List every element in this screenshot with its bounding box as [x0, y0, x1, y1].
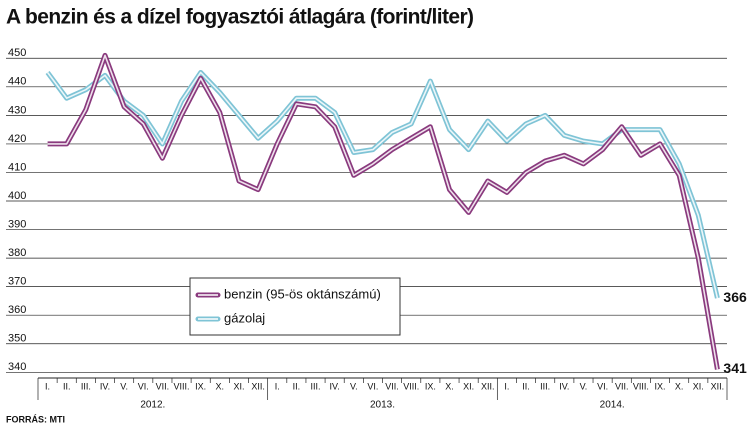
year-label: 2013.	[370, 400, 395, 411]
series-line	[45, 70, 720, 299]
x-tick-label: XII.	[481, 381, 495, 391]
x-tick-label: II.	[522, 381, 530, 391]
year-label: 2014.	[600, 400, 625, 411]
end-label: 366	[723, 289, 747, 305]
x-tick-label: III.	[311, 381, 321, 391]
x-tick-label: VII.	[615, 381, 629, 391]
x-tick-label: X.	[216, 381, 225, 391]
x-tick-label: IV.	[100, 381, 110, 391]
x-tick-label: IV.	[330, 381, 340, 391]
x-tick-label: VII.	[385, 381, 399, 391]
x-tick-label: III.	[81, 381, 91, 391]
x-tick-label: III.	[540, 381, 550, 391]
x-tick-label: IX.	[655, 381, 666, 391]
x-tick-label: XII.	[711, 381, 725, 391]
x-tick-label: V.	[580, 381, 588, 391]
y-tick-label: 390	[8, 218, 26, 230]
x-tick-label: XII.	[251, 381, 265, 391]
x-tick-label: II.	[293, 381, 301, 391]
x-tick-label: XI.	[693, 381, 704, 391]
x-tick-label: VIII.	[174, 381, 190, 391]
x-tick-label: X.	[675, 381, 684, 391]
x-tick-label: I.	[504, 381, 509, 391]
y-tick-label: 400	[8, 190, 26, 202]
y-tick-label: 380	[8, 247, 26, 259]
x-tick-label: VI.	[138, 381, 149, 391]
x-tick-label: VII.	[156, 381, 170, 391]
x-tick-label: VIII.	[633, 381, 649, 391]
y-tick-label: 430	[8, 104, 26, 116]
x-tick-label: VIII.	[403, 381, 419, 391]
year-label: 2012.	[140, 400, 165, 411]
x-tick-label: IX.	[195, 381, 206, 391]
legend-box	[189, 277, 401, 336]
x-tick-label: V.	[350, 381, 358, 391]
x-tick-label: II.	[63, 381, 71, 391]
x-tick-label: I.	[45, 381, 50, 391]
y-tick-label: 370	[8, 276, 26, 288]
x-tick-label: XI.	[233, 381, 244, 391]
y-tick-label: 410	[8, 161, 26, 173]
x-tick-label: VI.	[367, 381, 378, 391]
y-tick-label: 440	[8, 76, 26, 88]
x-tick-label: X.	[445, 381, 454, 391]
y-tick-label: 340	[8, 361, 26, 373]
x-tick-label: VI.	[597, 381, 608, 391]
y-tick-label: 350	[8, 333, 26, 345]
chart-title: A benzin és a dízel fogyasztói átlagára …	[6, 6, 473, 29]
legend-label: benzin (95-ös oktánszámú)	[224, 286, 381, 301]
x-tick-label: IV.	[559, 381, 569, 391]
y-tick-label: 450	[8, 47, 26, 59]
x-tick-label: I.	[275, 381, 280, 391]
legend-label: gázolaj	[224, 310, 265, 325]
series-line-highlight	[46, 71, 719, 299]
source: FORRÁS: MTI	[6, 414, 65, 424]
x-tick-label: IX.	[425, 381, 436, 391]
end-label: 341	[723, 360, 747, 376]
series-line-highlight	[47, 54, 719, 370]
y-tick-label: 360	[8, 304, 26, 316]
x-tick-label: V.	[120, 381, 128, 391]
y-tick-label: 420	[8, 133, 26, 145]
x-tick-label: XI.	[463, 381, 474, 391]
